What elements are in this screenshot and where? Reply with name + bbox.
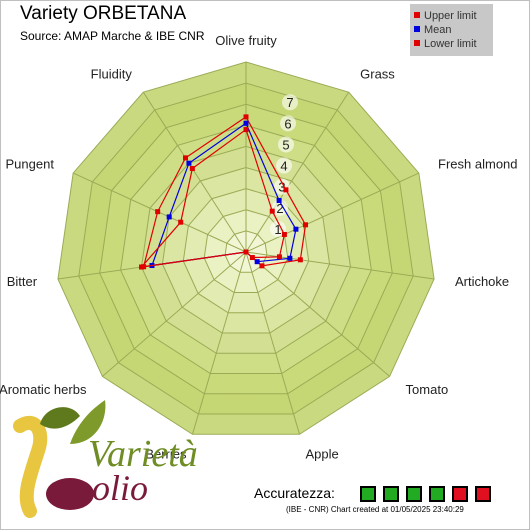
accuracy-box — [360, 486, 376, 502]
data-point — [243, 127, 249, 133]
logo-stroke-icon — [13, 415, 48, 518]
axis-label: Artichoke — [455, 274, 509, 289]
legend-label-upper: Upper limit — [424, 10, 477, 22]
data-point — [178, 219, 184, 225]
tick-label: 7 — [286, 95, 293, 110]
tick-label: 4 — [280, 159, 287, 174]
accuracy-box — [452, 486, 468, 502]
chart-title: Variety ORBETANA — [20, 3, 187, 24]
data-point — [283, 187, 289, 193]
data-point — [139, 264, 145, 270]
logo-leaf-icon — [40, 407, 80, 429]
varieta-olio-logo: Varietà olio — [13, 400, 198, 518]
axis-spoke — [102, 251, 247, 377]
legend: Upper limit Mean Lower limit — [410, 4, 493, 56]
data-point — [297, 257, 303, 263]
accuracy-label: Accuratezza: — [254, 485, 335, 501]
tick-label: 2 — [276, 201, 283, 216]
chart-subtitle: Source: AMAP Marche & IBE CNR — [20, 29, 205, 43]
tick-label-bg — [272, 199, 288, 216]
data-point — [303, 222, 309, 228]
axis-label: Tomato — [406, 382, 449, 397]
data-point — [186, 160, 192, 166]
accuracy-box — [475, 486, 491, 502]
data-point — [269, 208, 275, 214]
data-point — [276, 254, 282, 260]
logo-leaf-icon — [70, 400, 106, 444]
data-point — [293, 226, 299, 232]
data-point — [189, 166, 195, 172]
data-point — [243, 120, 249, 126]
data-point — [259, 263, 265, 269]
tick-label: 5 — [282, 137, 289, 152]
legend-item-upper: Upper limit — [414, 9, 477, 23]
logo-olive-icon — [46, 478, 94, 510]
tick-label-bg — [282, 94, 298, 111]
tick-label-bg — [280, 115, 296, 132]
axis-label: Bitter — [7, 274, 38, 289]
axis-spoke — [245, 251, 301, 435]
axis-label: Fluidity — [91, 66, 133, 81]
legend-label-lower: Lower limit — [424, 38, 477, 50]
accuracy-box — [406, 486, 422, 502]
data-point — [249, 255, 255, 261]
axis-spoke — [245, 251, 390, 377]
data-point — [155, 209, 161, 215]
footer-text: (IBE - CNR) Chart created at 01/05/2025 … — [286, 505, 464, 514]
logo-text-top: Varietà — [88, 433, 198, 475]
axis-label: Pungent — [6, 156, 55, 171]
tick-label-bg — [276, 157, 292, 174]
axis-label: Grass — [360, 66, 395, 81]
data-point — [254, 259, 260, 265]
series-line — [140, 128, 286, 268]
axis-label: Fresh almond — [438, 156, 517, 171]
legend-swatch-mean — [414, 26, 420, 32]
data-point — [166, 214, 172, 220]
accuracy-box — [383, 486, 399, 502]
axis-label: Aromatic herbs — [0, 382, 87, 397]
axis-label: Berries — [145, 447, 187, 462]
axis-spoke — [142, 91, 247, 253]
data-point — [183, 155, 189, 161]
legend-swatch-lower — [414, 40, 420, 46]
tick-label-bg — [278, 136, 294, 153]
legend-item-lower: Lower limit — [414, 37, 477, 51]
axis-spoke — [191, 251, 247, 435]
tick-label: 1 — [274, 222, 281, 237]
legend-label-mean: Mean — [424, 24, 452, 36]
axis-label: Apple — [305, 447, 338, 462]
legend-item-mean: Mean — [414, 23, 452, 37]
axis-spoke — [245, 172, 420, 253]
axis-label: Olive fruity — [215, 33, 277, 48]
data-point — [243, 249, 249, 255]
data-point — [243, 114, 249, 120]
legend-swatch-upper — [414, 12, 420, 18]
tick-label: 6 — [284, 116, 291, 131]
data-point — [287, 255, 293, 261]
accuracy-box — [429, 486, 445, 502]
logo-text-bottom: olio — [92, 468, 148, 508]
data-point — [281, 231, 287, 237]
axis-spoke — [245, 91, 350, 253]
data-point — [276, 197, 282, 203]
tick-label: 3 — [278, 180, 285, 195]
